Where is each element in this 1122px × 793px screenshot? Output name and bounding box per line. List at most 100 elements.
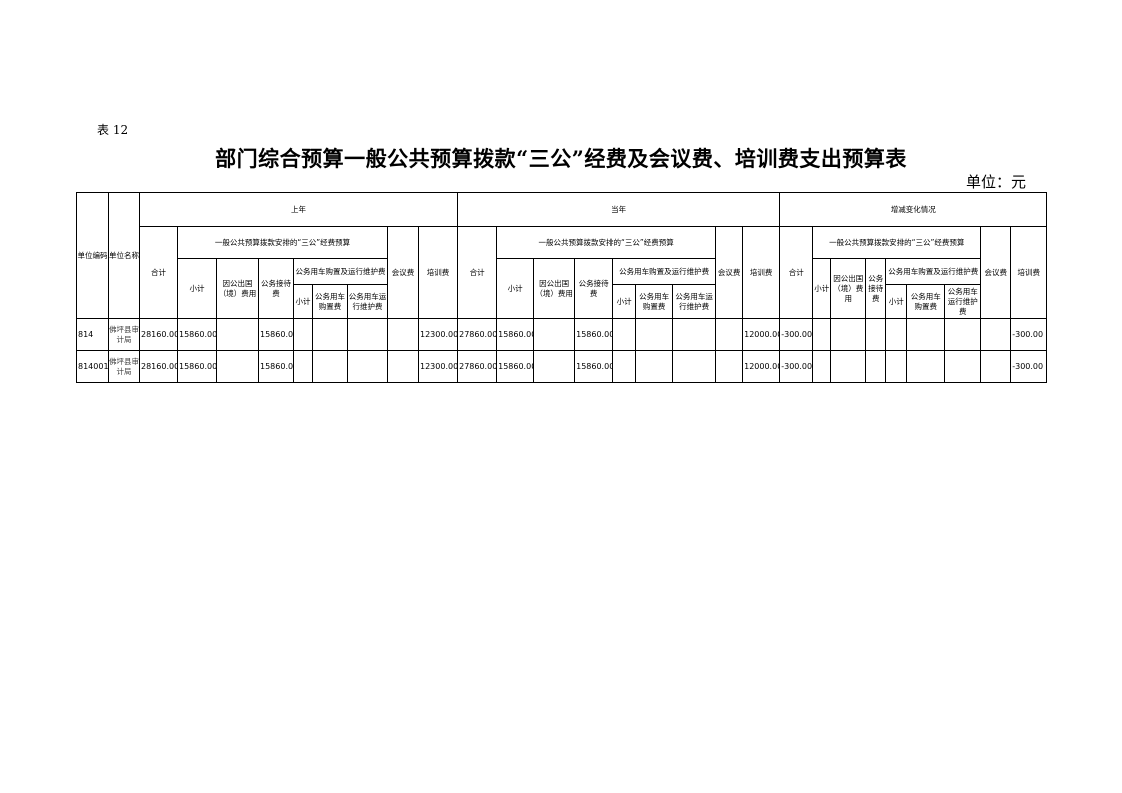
cell-value [293,318,313,351]
header-abroad: 因公出国（境）费用 [830,258,867,319]
cell-value [865,318,887,351]
cell-value: 15860.00 [496,318,535,351]
header-total: 合计 [457,226,498,319]
cell-value [347,350,388,383]
header-vehicle-purchase: 公务用车购置费 [906,284,946,319]
header-sangong: 一般公共预算拨款安排的“三公”经费预算 [177,226,388,259]
header-abroad: 因公出国（境）费用 [533,258,576,319]
cell-value [312,350,348,383]
header-total: 合计 [139,226,178,319]
cell-value: 15860.00 [574,350,614,383]
cell-value: 15860.00 [496,350,535,383]
header-meeting: 会议费 [980,226,1012,319]
header-vehicle-purchase: 公务用车购置费 [312,284,348,319]
cell-value [672,318,717,351]
unit-label: 单位：元 [965,173,1026,191]
header-vehicle: 公务用车购置及运行维护费 [885,258,982,285]
cell-value: 12000.00 [742,350,781,383]
cell-value [812,350,832,383]
cell-value [635,350,674,383]
cell-value [387,318,419,351]
cell-value: 27860.00 [457,318,498,351]
cell-value [216,318,259,351]
page-title: 部门综合预算一般公共预算拨款“三公”经费及会议费、培训费支出预算表 [215,146,907,171]
cell-value: 27860.00 [457,350,498,383]
cell-value [906,350,946,383]
cell-value: -300.00 [1010,350,1048,383]
header-subtotal: 小计 [812,258,832,319]
cell-value: 15860.00 [258,318,294,351]
cell-value [312,318,348,351]
cell-value [944,318,982,351]
cell-unit-code: 814 [76,318,109,351]
header-subtotal: 小计 [177,258,217,319]
cell-value [944,350,982,383]
budget-table: 单位编码 单位名称 上年 当年 增减变化情况 合计 一般公共预算拨款安排的“三公”经费预算会… [76,192,1048,383]
header-training: 培训费 [417,226,459,319]
cell-value [293,350,313,383]
header-total: 合计 [779,226,814,319]
cell-unit-name: 佛坪县审计局 [108,318,140,351]
header-vehicle-subtotal: 小计 [885,284,908,319]
cell-value: 15860.00 [177,318,217,351]
cell-value: 28160.00 [139,350,178,383]
cell-value [533,350,576,383]
cell-value [980,318,1012,351]
cell-value [715,350,744,383]
header-group-change: 增减变化情况 [779,192,1048,227]
cell-value [533,318,576,351]
cell-value: -300.00 [1010,318,1048,351]
header-vehicle-subtotal: 小计 [612,284,637,319]
cell-value [830,350,867,383]
header-meeting: 会议费 [387,226,419,319]
cell-value [715,318,744,351]
table-number: 表 12 [97,123,129,137]
cell-value [672,350,717,383]
cell-value: -300.00 [779,318,814,351]
cell-value [347,318,388,351]
header-reception: 公务接待费 [865,258,887,319]
header-vehicle: 公务用车购置及运行维护费 [612,258,717,285]
cell-value [612,350,637,383]
header-vehicle-purchase: 公务用车购置费 [635,284,674,319]
header-meeting: 会议费 [715,226,744,319]
header-unit-name: 单位名称 [108,192,140,319]
cell-value [635,318,674,351]
header-vehicle: 公务用车购置及运行维护费 [293,258,388,285]
cell-value [387,350,419,383]
header-training: 培训费 [742,226,781,319]
header-reception: 公务接待费 [258,258,294,319]
cell-unit-code: 814001 [76,350,109,383]
cell-value: 15860.00 [258,350,294,383]
cell-value: 12300.00 [417,350,459,383]
header-sangong: 一般公共预算拨款安排的“三公”经费预算 [496,226,717,259]
header-vehicle-subtotal: 小计 [293,284,313,319]
cell-value [865,350,887,383]
header-training: 培训费 [1010,226,1048,319]
header-vehicle-operation: 公务用车运行维护费 [672,284,717,319]
header-group-curr: 当年 [457,192,781,227]
cell-value: 12300.00 [417,318,459,351]
table-row: 814佛坪县审计局28160.0015860.0015860.0012300.0… [76,318,1048,351]
cell-value [885,318,908,351]
header-vehicle-operation: 公务用车运行维护费 [347,284,388,319]
cell-unit-name: 佛坪县审计局 [108,350,140,383]
cell-value: 28160.00 [139,318,178,351]
cell-value [885,350,908,383]
header-unit-code: 单位编码 [76,192,109,319]
header-vehicle-operation: 公务用车运行维护费 [944,284,982,319]
table-row: 814001佛坪县审计局28160.0015860.0015860.001230… [76,350,1048,383]
cell-value [830,318,867,351]
header-sangong: 一般公共预算拨款安排的“三公”经费预算 [812,226,982,259]
cell-value: -300.00 [779,350,814,383]
header-abroad: 因公出国（境）费用 [216,258,259,319]
cell-value [216,350,259,383]
cell-value [612,318,637,351]
cell-value [906,318,946,351]
cell-value: 12000.00 [742,318,781,351]
cell-value: 15860.00 [177,350,217,383]
cell-value: 15860.00 [574,318,614,351]
cell-value [812,318,832,351]
header-reception: 公务接待费 [574,258,614,319]
header-subtotal: 小计 [496,258,535,319]
